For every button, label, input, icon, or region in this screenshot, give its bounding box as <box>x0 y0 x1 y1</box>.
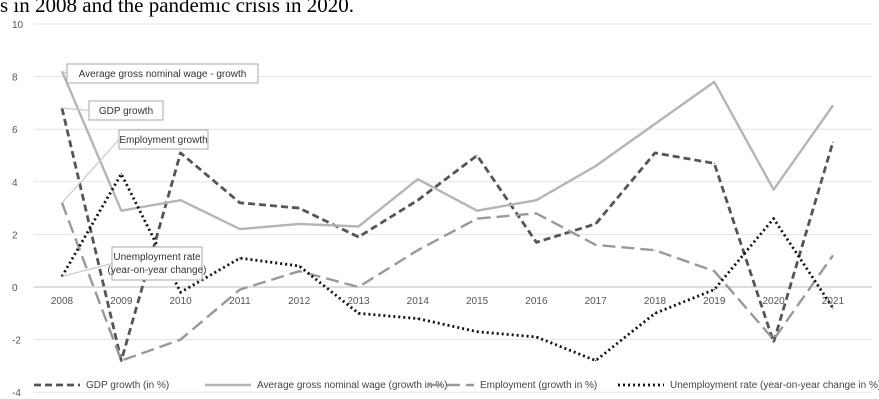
data-point <box>476 210 478 212</box>
data-point <box>713 289 715 291</box>
data-point <box>595 165 597 167</box>
annotation-label: GDP growth <box>99 106 153 117</box>
data-point <box>535 241 538 243</box>
y-tick-label: -2 <box>12 336 21 347</box>
caption-text: s in 2008 and the pandemic crisis in 202… <box>0 0 355 17</box>
data-point <box>298 265 300 267</box>
x-tick-label: 2017 <box>585 296 608 307</box>
data-point <box>832 141 834 143</box>
data-point <box>535 212 538 214</box>
data-point <box>357 312 360 314</box>
y-tick-label: 0 <box>12 283 18 294</box>
data-point <box>298 223 300 225</box>
x-tick-label: 2016 <box>525 296 548 307</box>
legend-label: Average gross nominal wage (growth in %) <box>257 380 447 391</box>
x-tick-label: 2015 <box>466 296 489 307</box>
data-point <box>357 236 360 238</box>
annotation-label: Unemployment rate <box>113 252 201 263</box>
x-tick-label: 2011 <box>229 296 251 307</box>
data-point <box>476 218 478 220</box>
data-point <box>595 244 597 246</box>
data-point <box>832 254 834 257</box>
data-point <box>180 339 182 341</box>
data-point <box>713 162 715 164</box>
data-point <box>654 312 656 314</box>
y-tick-label: 10 <box>12 20 24 31</box>
data-point <box>535 336 538 338</box>
y-tick-label: 8 <box>12 73 18 84</box>
x-tick-label: 2018 <box>644 296 667 307</box>
annotation-label: Average gross nominal wage - growth <box>79 69 247 80</box>
data-point <box>298 270 300 272</box>
series-line <box>60 70 834 231</box>
data-point <box>654 249 656 251</box>
data-point <box>832 104 834 107</box>
x-tick-label: 2008 <box>51 296 74 307</box>
y-tick-label: 4 <box>12 178 18 189</box>
y-tick-label: 2 <box>12 230 18 241</box>
data-point <box>595 360 597 362</box>
data-point <box>298 207 300 209</box>
y-tick-label: -4 <box>12 388 21 399</box>
data-point <box>773 341 775 343</box>
annotation-connector <box>61 139 120 204</box>
data-point <box>120 173 122 175</box>
data-point <box>832 307 834 309</box>
data-point <box>239 257 241 259</box>
annotation-box <box>66 63 259 84</box>
data-point <box>417 199 419 201</box>
annotation-label: (year-on-year change) <box>108 265 207 276</box>
data-point <box>773 218 775 220</box>
legend-label: GDP growth (in %) <box>86 380 169 391</box>
annotation-box <box>88 100 164 121</box>
data-point <box>357 286 360 288</box>
data-point <box>713 81 715 83</box>
legend-label: Employment (growth in %) <box>480 380 597 391</box>
x-tick-label: 2019 <box>703 296 726 307</box>
data-point <box>120 210 122 212</box>
x-tick-label: 2014 <box>407 296 430 307</box>
data-point <box>713 270 715 272</box>
annotation-label: Employment growth <box>119 135 207 146</box>
data-point <box>654 123 656 125</box>
data-point <box>476 154 478 157</box>
data-point <box>239 202 241 204</box>
data-point <box>773 339 775 341</box>
annotation-connector <box>61 107 90 112</box>
data-point <box>417 317 419 320</box>
data-point <box>239 228 241 230</box>
annotation-connector <box>61 262 113 278</box>
x-tick-label: 2009 <box>110 296 133 307</box>
data-point <box>535 199 538 201</box>
x-tick-label: 2013 <box>347 296 370 307</box>
data-point <box>357 225 360 228</box>
annotation-box <box>118 129 209 150</box>
data-point <box>476 331 478 333</box>
series-line <box>60 107 835 363</box>
data-point <box>120 360 122 362</box>
annotation-connector <box>61 70 68 75</box>
data-point <box>180 291 182 293</box>
data-point <box>773 189 775 191</box>
legend-label: Unemployment rate (year-on-year change i… <box>670 380 879 391</box>
annotation-box <box>111 246 203 281</box>
x-tick-label: 2010 <box>169 296 192 307</box>
x-tick-label: 2020 <box>762 296 785 307</box>
y-tick-label: 6 <box>12 125 18 136</box>
data-point <box>417 249 419 251</box>
data-point <box>180 199 182 201</box>
data-point <box>417 178 419 180</box>
series-line <box>60 202 834 362</box>
x-tick-label: 2021 <box>822 296 845 307</box>
data-point <box>239 289 241 291</box>
data-point <box>180 152 182 154</box>
x-tick-label: 2012 <box>288 296 311 307</box>
data-point <box>654 152 656 154</box>
data-point <box>595 223 597 225</box>
